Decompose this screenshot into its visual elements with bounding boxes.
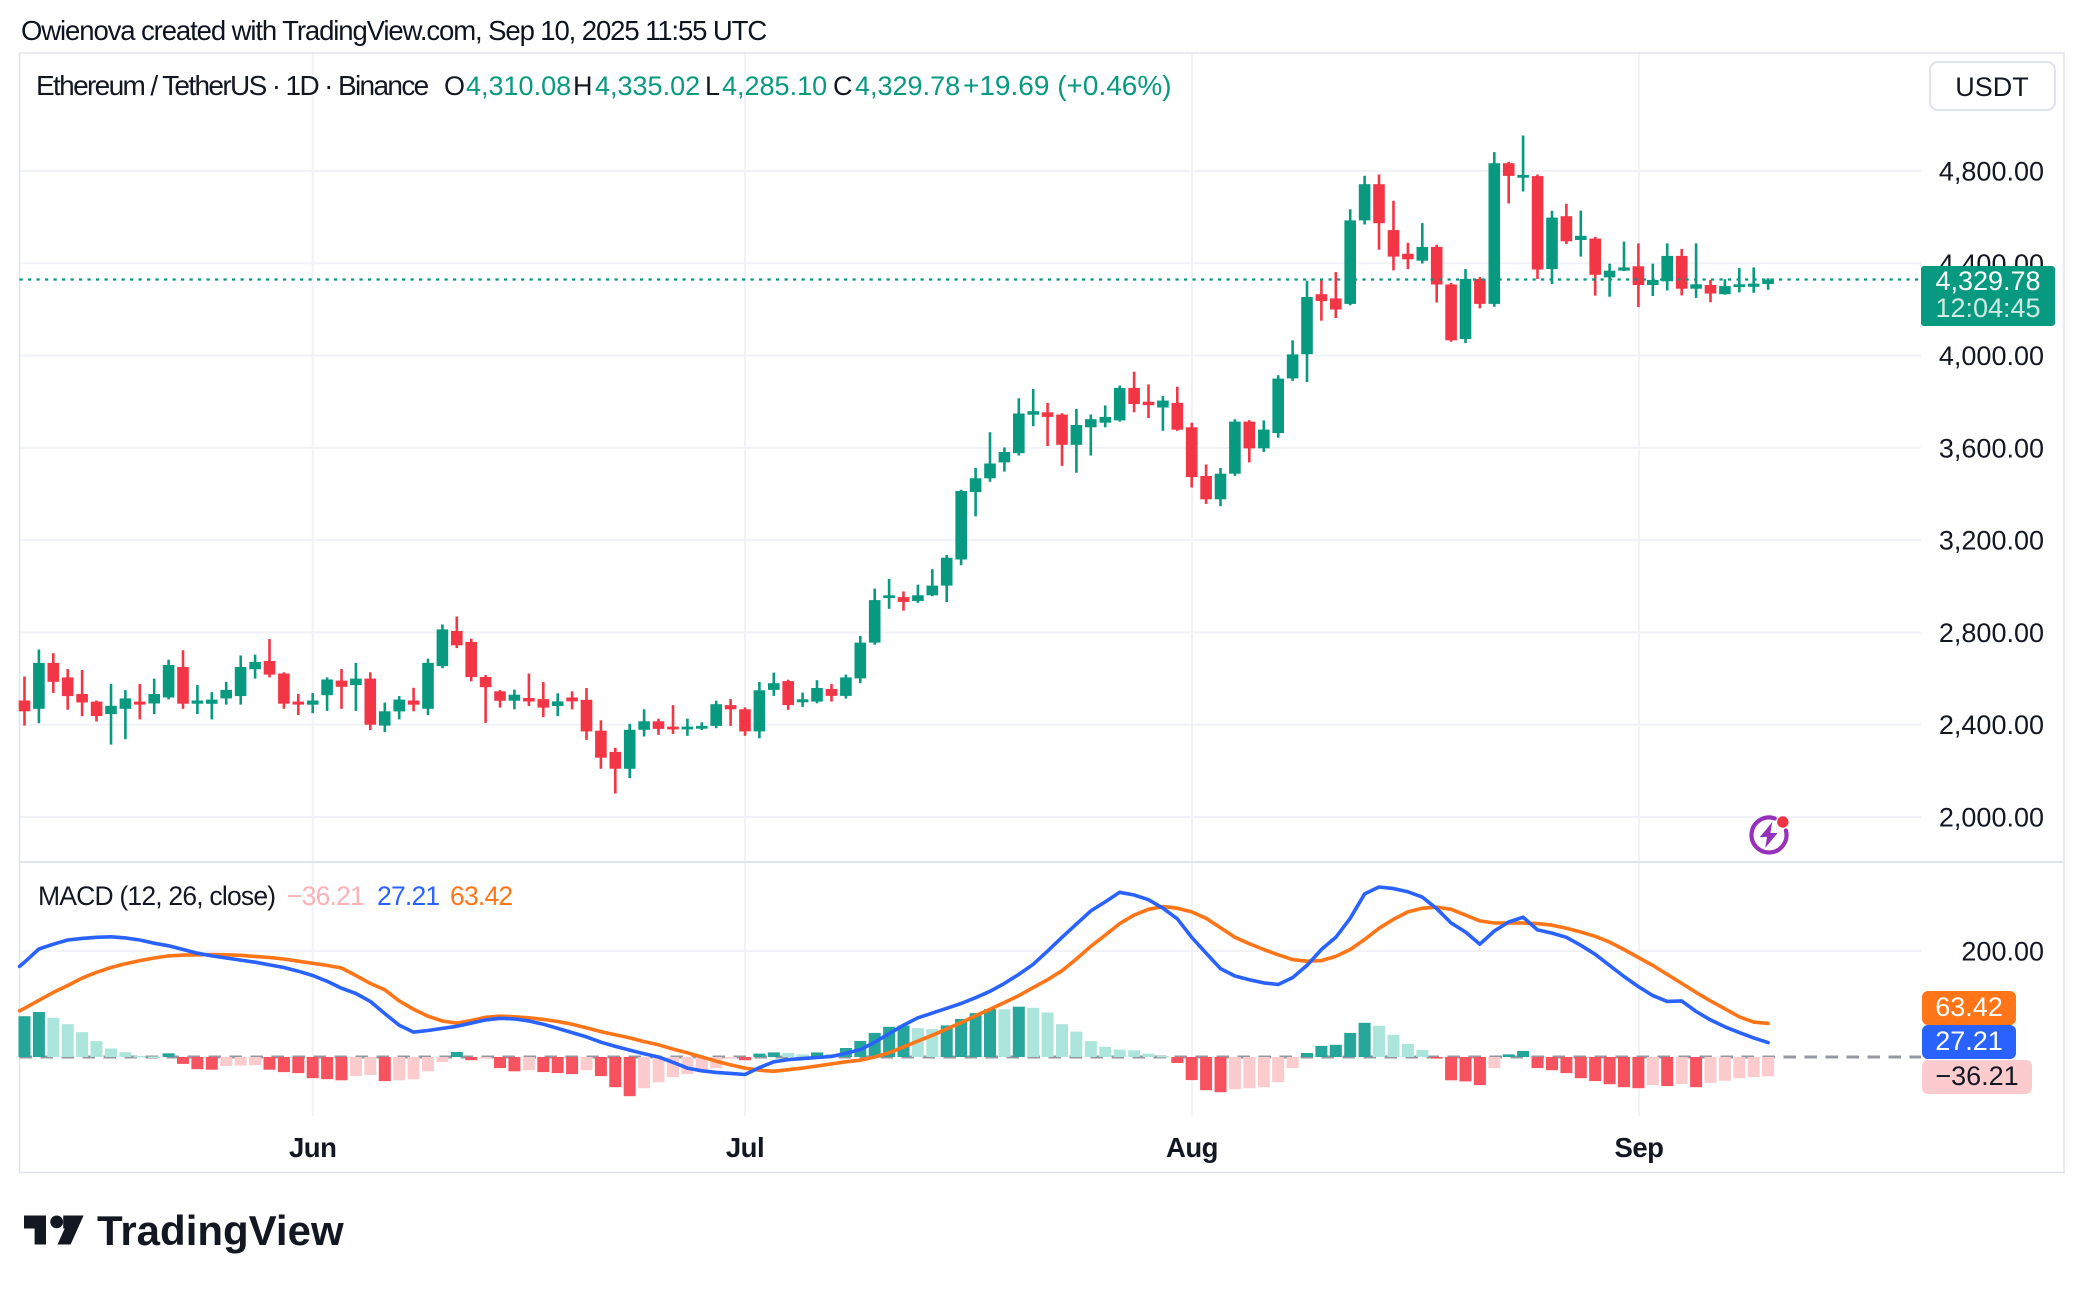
svg-text:4,000.00: 4,000.00 — [1939, 341, 2044, 371]
svg-text:L: L — [705, 71, 720, 101]
svg-text:−36.21: −36.21 — [1935, 1061, 2018, 1091]
svg-text:4,329.78: 4,329.78 — [1935, 266, 2040, 296]
svg-text:Jun: Jun — [289, 1132, 336, 1163]
svg-text:4,329.78: 4,329.78 — [855, 71, 960, 101]
svg-text:Aug: Aug — [1166, 1132, 1218, 1163]
svg-text:3,200.00: 3,200.00 — [1939, 526, 2044, 556]
svg-text:2,400.00: 2,400.00 — [1939, 710, 2044, 740]
svg-text:USDT: USDT — [1955, 72, 2029, 102]
svg-text:12:04:45: 12:04:45 — [1935, 293, 2040, 323]
svg-text:4,285.10: 4,285.10 — [722, 71, 827, 101]
svg-text:Sep: Sep — [1615, 1132, 1664, 1163]
svg-text:63.42: 63.42 — [1935, 992, 2003, 1022]
svg-text:27.21: 27.21 — [1935, 1026, 2003, 1056]
svg-text:MACD (12, 26, close): MACD (12, 26, close) — [38, 881, 275, 911]
svg-text:63.42: 63.42 — [450, 881, 512, 911]
svg-text:2,800.00: 2,800.00 — [1939, 618, 2044, 648]
svg-text:O: O — [444, 71, 465, 101]
svg-text:H: H — [573, 71, 593, 101]
svg-text:Jul: Jul — [726, 1132, 764, 1163]
svg-text:2,000.00: 2,000.00 — [1939, 802, 2044, 832]
svg-text:Ethereum / TetherUS · 1D · Bin: Ethereum / TetherUS · 1D · Binance — [36, 70, 429, 101]
svg-text:C: C — [833, 71, 853, 101]
svg-text:200.00: 200.00 — [1961, 937, 2044, 967]
svg-text:+19.69 (+0.46%): +19.69 (+0.46%) — [963, 70, 1172, 101]
svg-text:27.21: 27.21 — [377, 881, 439, 911]
svg-text:−36.21: −36.21 — [287, 881, 364, 911]
svg-text:4,335.02: 4,335.02 — [595, 71, 700, 101]
svg-text:TradingView: TradingView — [97, 1207, 344, 1254]
svg-text:4,800.00: 4,800.00 — [1939, 157, 2044, 187]
svg-text:Owienova created with TradingV: Owienova created with TradingView.com, S… — [21, 15, 766, 46]
svg-text:4,310.08: 4,310.08 — [466, 71, 571, 101]
svg-text:3,600.00: 3,600.00 — [1939, 433, 2044, 463]
